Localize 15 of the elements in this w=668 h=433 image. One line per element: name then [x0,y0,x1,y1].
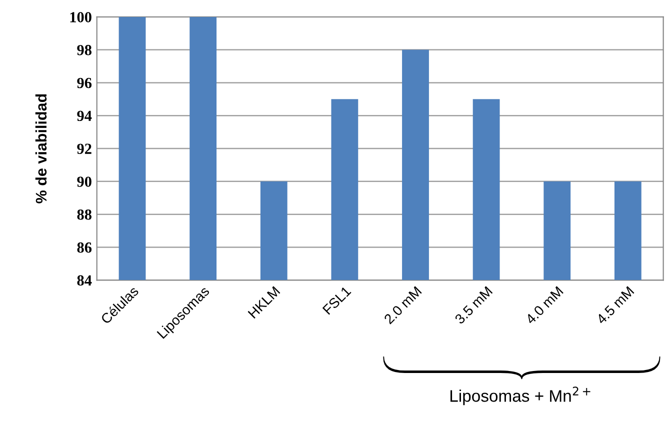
y-tick-label: 88 [77,209,92,220]
y-tick-label: 86 [77,242,92,253]
x-tick-label: 4.5 mM [596,286,634,325]
x-tick-label: 2.0 mM [384,286,422,324]
y-tick-label: 92 [77,144,92,154]
y-tick-label: 90 [77,176,92,187]
y-tick-label: 98 [77,44,92,56]
text: Liposomas + Mn$^{2+}$ [450,386,590,406]
x-tick-label: 3.5 mM [454,286,493,325]
y-tick-label: 96 [77,78,92,88]
y-tick-label: 94 [77,110,92,122]
y-axis-title: % de viabilidad [35,94,47,204]
y-tick-label: 84 [77,275,92,286]
y-tick-label: 100 [70,12,92,22]
x-tick-label: 4.0 mM [524,286,564,325]
